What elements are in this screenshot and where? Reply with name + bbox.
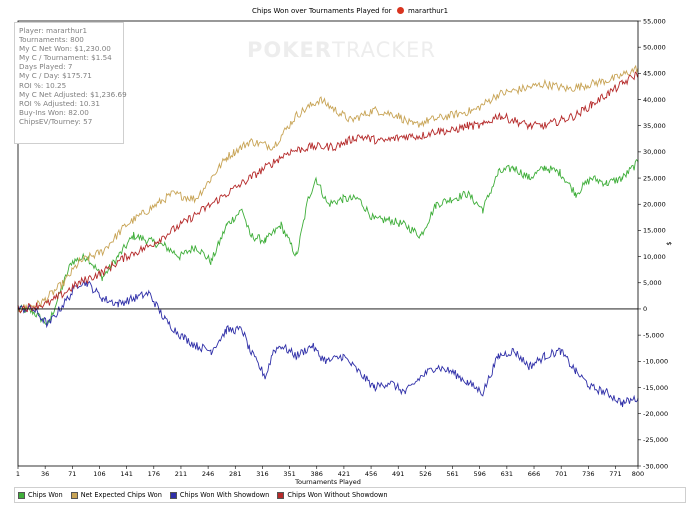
- x-tick-label: 736: [582, 470, 594, 478]
- series-line-0: [17, 159, 639, 325]
- x-tick-label: 36: [41, 470, 49, 478]
- stat-line: My C Net Won: $1,230.00: [19, 44, 111, 54]
- x-tick-label: 351: [283, 470, 295, 478]
- legend-item: Chips Won: [18, 491, 63, 499]
- y-tick-label: -15,000: [643, 384, 668, 392]
- y-tick-label: -5,000: [643, 331, 664, 339]
- stat-line: ROI % Adjusted: 10.31: [19, 98, 100, 108]
- player-stats-box: Player: mararthur1 Tournaments: 800 My C N…: [14, 22, 127, 144]
- watermark-part1: POKER: [247, 38, 333, 62]
- x-tick-label: 386: [311, 470, 323, 478]
- y-tick-label: 35,000: [643, 122, 666, 130]
- chart-title: Chips Won over Tournaments Played for ma…: [0, 7, 700, 15]
- y-tick-label: -20,000: [643, 410, 668, 418]
- y-tick-label: -30,000: [643, 462, 668, 470]
- chart-legend: Chips Won Net Expected Chips Won Chips Won…: [14, 487, 686, 503]
- y-tick-label: 20,000: [643, 201, 666, 209]
- x-tick-label: 526: [419, 470, 431, 478]
- y-tick-label: 5,000: [643, 279, 662, 287]
- stat-line: Days Played: 7: [19, 62, 73, 72]
- x-tick-label: 71: [68, 470, 76, 478]
- x-tick-label: 176: [148, 470, 160, 478]
- x-tick-label: 1: [16, 470, 20, 478]
- legend-swatch: [18, 491, 25, 499]
- x-axis-label: Tournaments Played: [294, 478, 361, 486]
- legend-label: Chips Won With Showdown: [179, 491, 270, 499]
- series-layer: [17, 64, 639, 408]
- x-tick-label: 491: [392, 470, 404, 478]
- x-tick-label: 596: [473, 470, 485, 478]
- series-line-1: [17, 64, 639, 312]
- y-tick-label: 45,000: [643, 70, 666, 78]
- legend-label: Chips Won: [28, 491, 63, 499]
- y-tick-label: 25,000: [643, 174, 666, 182]
- x-axis-ticks: 1 36 71 106 141 176 211 246 281 316 351 386 421 456 49…: [16, 466, 644, 478]
- watermark-part2: TRACKER: [332, 38, 436, 62]
- y-tick-label: 0: [643, 305, 647, 313]
- legend-swatch: [277, 491, 285, 499]
- x-tick-label: 800: [632, 470, 644, 478]
- legend-swatch: [169, 491, 177, 499]
- legend-label: Chips Won Without Showdown: [287, 491, 388, 499]
- y-tick-label: 50,000: [643, 43, 666, 51]
- x-tick-label: 771: [609, 470, 621, 478]
- stat-line: My C Net Adjusted: $1,236.69: [19, 89, 127, 99]
- x-tick-label: 281: [229, 470, 241, 478]
- y-tick-label: 15,000: [643, 227, 666, 235]
- pokertracker-watermark: POKERTRACKER: [247, 38, 436, 62]
- stat-line: My C / Day: $175.71: [19, 71, 92, 81]
- y-tick-label: 10,000: [643, 253, 666, 261]
- x-tick-label: 246: [202, 470, 214, 478]
- x-tick-label: 141: [120, 470, 132, 478]
- stat-line: ChipsEV/Tourney: 57: [19, 116, 93, 126]
- legend-item: Net Expected Chips Won: [70, 491, 162, 499]
- legend-label: Net Expected Chips Won: [80, 491, 162, 499]
- stat-line: My C / Tournament: $1.54: [19, 53, 112, 63]
- legend-item: Chips Won Without Showdown: [277, 491, 388, 499]
- x-tick-label: 316: [256, 470, 268, 478]
- x-tick-label: 211: [175, 470, 187, 478]
- x-tick-label: 421: [338, 470, 350, 478]
- y-tick-label: -10,000: [643, 358, 668, 366]
- plot-border: [17, 20, 639, 467]
- legend-swatch: [70, 491, 78, 499]
- chart-title-player: mararthur1: [407, 7, 449, 15]
- series-line-2: [17, 278, 639, 408]
- stat-line: Player: mararthur1: [19, 26, 88, 35]
- x-tick-label: 106: [93, 470, 105, 478]
- x-tick-label: 561: [446, 470, 458, 478]
- stat-line: Tournaments: 800: [19, 35, 84, 45]
- chart-title-text: Chips Won over Tournaments Played for: [251, 7, 392, 15]
- series-line-3: [17, 71, 639, 314]
- pokertracker-flame-icon: [396, 7, 404, 14]
- stat-line: ROI %: 10.25: [19, 80, 67, 90]
- y-tick-label: 55,000: [643, 17, 666, 25]
- legend-item: Chips Won With Showdown: [169, 491, 270, 499]
- stat-line: Buy-Ins Won: 82.00: [19, 107, 89, 117]
- x-tick-label: 456: [365, 470, 377, 478]
- x-tick-label: 666: [528, 470, 540, 478]
- y-tick-label: 30,000: [643, 148, 666, 156]
- x-tick-label: 701: [555, 470, 567, 478]
- x-tick-label: 631: [501, 470, 513, 478]
- y-tick-label: 40,000: [643, 96, 666, 104]
- y-axis-label: $: [665, 241, 673, 245]
- y-tick-label: -25,000: [643, 436, 668, 444]
- y-axis-ticks: -30,000 -25,000 -20,000 -15,000 -10,000 -5,00…: [638, 17, 668, 470]
